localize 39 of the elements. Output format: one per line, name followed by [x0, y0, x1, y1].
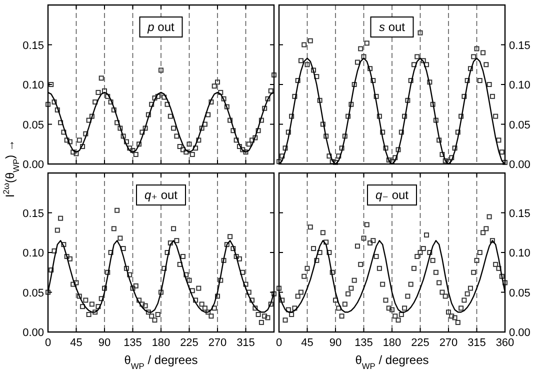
x-tick-label: 180	[382, 337, 402, 349]
y-tick-label: 0.05	[509, 287, 530, 300]
y-tick-label: 0.00	[509, 159, 530, 171]
y-tick-label: 0.10	[22, 248, 44, 260]
x-tick-label: 360	[496, 337, 514, 349]
x-tick-label: 135	[124, 337, 142, 349]
x-tick-label: 225	[180, 337, 198, 349]
y-tick-label: 0.00	[509, 327, 530, 339]
y-tick-label: 0.05	[22, 287, 44, 300]
y-tick-label: 0.10	[509, 80, 530, 92]
x-tick-label: 90	[98, 337, 111, 349]
x-tick-label: 90	[329, 337, 342, 349]
y-tick-label: 0.15	[509, 40, 530, 52]
x-tick-label: 315	[236, 337, 255, 349]
x-tick-label: 270	[439, 337, 458, 349]
y-tick-label: 0.10	[509, 248, 530, 260]
x-tick-label: 45	[301, 337, 314, 349]
y-tick-label: 0.00	[22, 159, 44, 171]
y-tick-label: 0.15	[22, 40, 44, 52]
x-tick-label: 0	[44, 337, 52, 349]
text: s out	[378, 20, 406, 34]
x-axis-title: θ$_{WP}$ / degrees	[355, 353, 429, 371]
x-axis-title: θ$_{WP}$ / degrees	[124, 353, 198, 371]
x-tick-label: 315	[468, 337, 486, 349]
x-tick-label: 180	[152, 337, 170, 349]
x-tick-label: 45	[70, 337, 82, 349]
text: q₊ out	[144, 188, 178, 202]
x-tick-label: 225	[411, 337, 430, 349]
text: p out	[146, 20, 176, 34]
y-tick-label: 0.15	[509, 208, 530, 220]
x-tick-label: 135	[354, 337, 373, 349]
x-tick-label: 270	[208, 337, 227, 349]
y-tick-label: 0.05	[22, 119, 44, 132]
y-tick-label: 0.15	[22, 208, 44, 220]
y-tick-label: 0.10	[22, 80, 44, 92]
text: q₋ out	[375, 188, 410, 202]
y-tick-label: 0.00	[22, 327, 44, 339]
y-tick-label: 0.05	[509, 119, 530, 132]
x-tick-label: 0	[276, 337, 282, 349]
